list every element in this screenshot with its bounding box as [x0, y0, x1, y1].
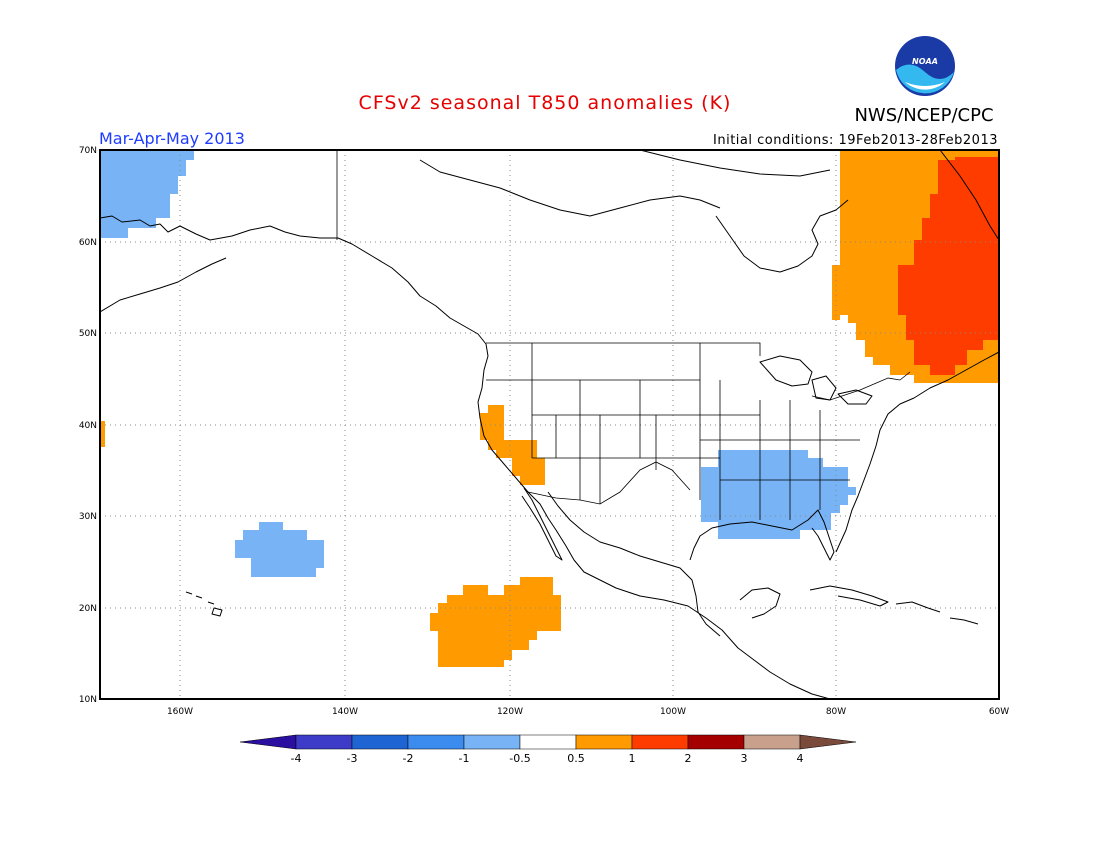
initial-conditions-label: Initial conditions: 19Feb2013-28Feb2013: [713, 133, 998, 148]
colorbar-swatch: [519, 734, 577, 750]
political-borders: [336, 150, 911, 520]
colorbar-tick-label: 1: [629, 752, 636, 765]
colorbar-tick-label: 0.5: [567, 752, 585, 765]
anomaly-shading: [100, 150, 999, 667]
coastlines: [100, 150, 999, 699]
colorbar-tick-label: 2: [685, 752, 692, 765]
anomaly-region-warm-east-pacific: [430, 577, 561, 667]
colorbar-swatch: [295, 734, 353, 750]
colorbar-tick-label: -2: [403, 752, 414, 765]
anomaly-region-warm-california: [480, 405, 545, 485]
colorbar-tick-label: 4: [797, 752, 804, 765]
colorbar-tick-label: 3: [741, 752, 748, 765]
colorbar-swatch: [463, 734, 521, 750]
color-bar-legend: -4 -3 -2 -1 -0.5 0.5 1 2 3 4: [239, 734, 857, 765]
lon-tick-label: 120W: [497, 707, 523, 717]
svg-text:NOAA: NOAA: [912, 57, 938, 66]
colorbar-swatch: [687, 734, 745, 750]
lat-tick-label: 50N: [79, 329, 97, 339]
lon-tick-label: 140W: [332, 707, 358, 717]
lon-tick-label: 100W: [660, 707, 686, 717]
lon-tick-label: 80W: [826, 707, 846, 717]
lat-tick-label: 40N: [79, 421, 97, 431]
colorbar-tick-label: -3: [347, 752, 358, 765]
colorbar-tick-label: -4: [291, 752, 302, 765]
colorbar-tick-label: -1: [459, 752, 470, 765]
map-title: CFSv2 seasonal T850 anomalies (K): [359, 92, 732, 114]
colorbar-swatch: [743, 734, 801, 750]
colorbar-swatch: [351, 734, 409, 750]
noaa-logo: NOAA: [895, 36, 955, 96]
lat-tick-label: 20N: [79, 604, 97, 614]
colorbar-swatch: [575, 734, 633, 750]
anomaly-region-cool-northwest: [100, 150, 194, 238]
colorbar-lower-extension: [239, 734, 297, 750]
agency-label: NWS/NCEP/CPC: [854, 105, 993, 126]
colorbar-swatch: [631, 734, 689, 750]
anomaly-region-cool-southeast-us: [701, 450, 856, 539]
colorbar-tick-label: -0.5: [509, 752, 530, 765]
lat-tick-label: 30N: [79, 512, 97, 522]
lon-tick-label: 60W: [989, 707, 1009, 717]
lat-tick-label: 70N: [79, 146, 97, 156]
map-frame: [99, 149, 1000, 700]
anomaly-region-cool-subtropical-pacific: [235, 522, 324, 577]
colorbar-upper-extension: [799, 734, 857, 750]
anomaly-region-warm-west-edge: [100, 421, 105, 447]
lat-tick-label: 60N: [79, 238, 97, 248]
lat-tick-label: 10N: [79, 695, 97, 705]
map-plot-area: 70N 60N 50N 40N 30N 20N 10N 160W 140W 12…: [79, 146, 1009, 717]
lat-axis: 70N 60N 50N 40N 30N 20N 10N: [79, 146, 97, 705]
lon-tick-label: 160W: [167, 707, 193, 717]
season-label: Mar-Apr-May 2013: [99, 129, 245, 148]
colorbar-swatch: [407, 734, 465, 750]
anomaly-region-strong-warm-labrador: [898, 157, 999, 375]
lon-axis: 160W 140W 120W 100W 80W 60W: [167, 707, 1009, 717]
